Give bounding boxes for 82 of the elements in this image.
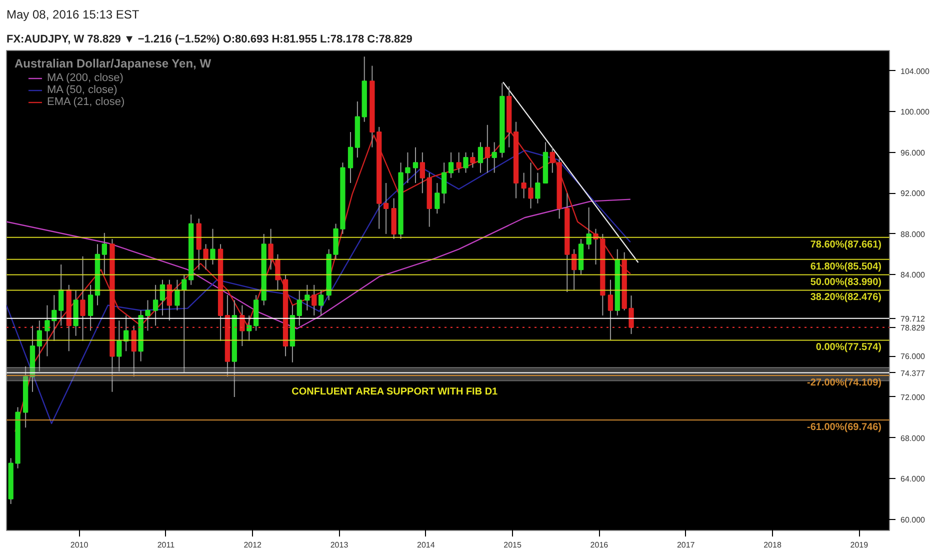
candlestick [478, 142, 484, 174]
candlestick [456, 152, 462, 174]
x-tick-label: 2016 [590, 540, 609, 550]
y-tick-label: 72.000 [900, 392, 926, 402]
candlestick [116, 320, 122, 372]
y-tick-label: 96.000 [900, 148, 926, 158]
band-label: CONFLUENT AREA SUPPORT WITH FIB D1 [292, 386, 498, 398]
x-tick-label: 2013 [330, 540, 349, 550]
candlestick [166, 279, 172, 322]
x-tick-label: 2015 [504, 540, 522, 550]
candlestick [550, 146, 555, 174]
y-tick-label: 74.377 [900, 368, 926, 378]
x-tick-label: 2018 [764, 540, 782, 550]
text: Australian Dollar/Japanese Yen, W [14, 56, 212, 70]
ref-line-label: 61.80%(85.504) [810, 261, 882, 272]
candlestick [131, 325, 136, 378]
y-tick-label: 104.000 [900, 66, 930, 76]
candlestick [608, 279, 614, 341]
candlestick [586, 206, 592, 250]
candlestick [420, 152, 426, 194]
y-tick-label: 88.000 [900, 230, 926, 239]
x-tick-label: 2012 [244, 540, 262, 550]
x-tick-label: 2011 [157, 540, 176, 550]
candlestick [434, 182, 440, 214]
candlestick [80, 256, 86, 342]
candlestick [448, 152, 454, 178]
y-tick-label: 92.000 [900, 189, 926, 198]
candlestick [521, 172, 526, 199]
candlestick [528, 162, 534, 209]
candlestick [174, 279, 180, 311]
candlestick [492, 142, 497, 174]
candlestick [304, 284, 310, 311]
candlestick [535, 172, 540, 204]
candlestick [318, 289, 324, 316]
y-tick-label: 64.000 [900, 474, 926, 484]
candlestick [58, 264, 64, 326]
y-tick-label: 60.000 [900, 515, 926, 524]
candlestick [470, 152, 476, 168]
candlestick [412, 146, 418, 184]
ref-line-label: 0.00%(77.574) [816, 342, 882, 354]
ref-line-label: 78.60%(87.661) [810, 239, 882, 250]
x-tick-label: 2014 [417, 540, 436, 550]
y-tick-label: 100.000 [900, 108, 930, 117]
x-tick-label: 2010 [70, 540, 89, 550]
candlestick [296, 289, 302, 326]
candlestick [383, 182, 389, 234]
y-tick-label: 84.000 [900, 270, 926, 280]
candlestick [88, 284, 94, 332]
candlestick [628, 295, 634, 335]
candlestick [246, 314, 252, 342]
legend-label: MA (200, close) [47, 72, 124, 84]
candlestick [572, 248, 577, 290]
legend-label: EMA (21, close) [47, 96, 125, 108]
candlestick [463, 152, 468, 174]
candlestick [275, 254, 280, 290]
candlestick [152, 284, 158, 326]
candlestick [442, 162, 447, 204]
y-tick-label: 78.829 [900, 323, 926, 332]
x-tick-label: 2019 [850, 540, 869, 550]
x-tick-label: 2017 [676, 540, 696, 550]
candlestick [348, 132, 354, 184]
candlestick [44, 304, 50, 357]
candlestick [210, 228, 216, 266]
chart-subtitle: FX:AUDJPY, W 78.829 ▼ −1.216 (−1.52%) O:80.693 H:81.955 L:78.178 C:78.829 [6, 34, 412, 46]
legend-label: MA (50, close) [47, 84, 118, 96]
ref-line-label: 38.20%(82.476) [810, 292, 882, 304]
y-tick-label: 79.712 [900, 314, 926, 324]
candlestick [145, 300, 150, 332]
ref-line-label: -27.00%(74.109) [807, 378, 882, 389]
y-tick-label: 76.000 [900, 352, 926, 362]
candlestick [484, 124, 490, 174]
text: May 08, 2016 15:13 EST [6, 8, 140, 22]
ref-line-label: -61.00%(69.746) [807, 422, 882, 433]
ref-line-label: 50.00%(83.990) [810, 276, 882, 288]
candlestick [160, 279, 166, 316]
candlestick [102, 232, 107, 276]
candlestick [312, 284, 317, 316]
candlestick [240, 304, 245, 347]
candlestick [268, 228, 274, 270]
candlestick [36, 320, 42, 372]
y-tick-label: 68.000 [900, 434, 926, 443]
line-series [6, 198, 632, 330]
